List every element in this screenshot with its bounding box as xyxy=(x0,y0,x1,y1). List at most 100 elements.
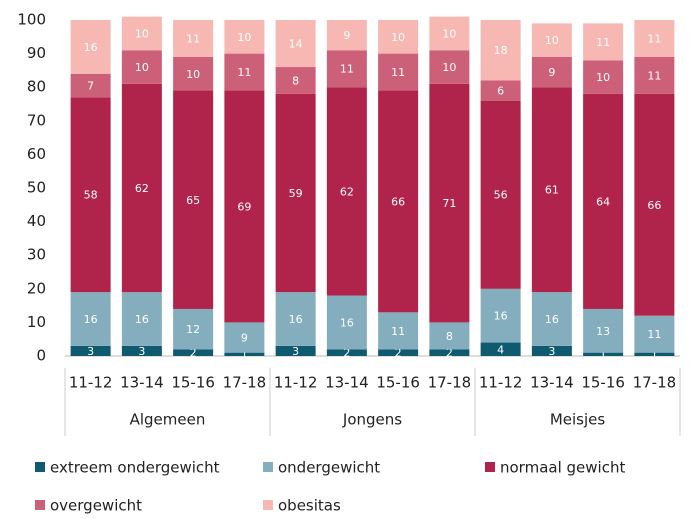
y-tick-label: 20 xyxy=(27,279,46,297)
bar-segment xyxy=(429,322,470,350)
value-label: 11 xyxy=(186,32,200,45)
bar-segment xyxy=(480,20,521,81)
y-tick-label: 90 xyxy=(27,44,46,62)
value-label: 2 xyxy=(343,347,350,360)
bar-segment xyxy=(429,83,470,323)
bar-segment xyxy=(634,315,675,353)
bar-segment xyxy=(480,342,521,356)
group-label: Algemeen xyxy=(130,411,206,429)
value-label: 11 xyxy=(596,36,610,49)
value-label: 11 xyxy=(391,325,405,338)
y-tick-label: 80 xyxy=(27,78,46,96)
legend-swatch xyxy=(263,462,273,472)
bar-segment xyxy=(173,349,214,356)
bar-segment xyxy=(326,295,367,350)
bar-segment xyxy=(173,20,214,57)
bar-segment xyxy=(70,345,111,356)
value-label: 66 xyxy=(647,199,661,212)
bar-segment xyxy=(480,288,521,343)
bar-segment xyxy=(378,312,419,350)
value-label: 11 xyxy=(647,328,661,341)
bar-segment xyxy=(634,20,675,57)
value-label: 16 xyxy=(135,313,149,326)
value-label: 12 xyxy=(186,323,200,336)
value-label: 9 xyxy=(343,29,350,42)
value-label: 71 xyxy=(442,197,456,210)
value-label: 8 xyxy=(446,330,453,343)
value-label: 16 xyxy=(289,313,303,326)
x-tick-label: 15-16 xyxy=(581,374,625,392)
legend-label: overgewicht xyxy=(50,497,142,515)
y-tick-label: 70 xyxy=(27,111,46,129)
y-tick-label: 50 xyxy=(27,179,46,197)
bar-segment xyxy=(583,308,624,353)
value-label: 10 xyxy=(391,31,405,44)
bar-segment xyxy=(275,93,316,293)
bar-segment xyxy=(70,20,111,74)
y-tick-label: 10 xyxy=(27,313,46,331)
bar-segment xyxy=(224,53,265,91)
y-tick-label: 100 xyxy=(17,11,46,29)
value-label: 8 xyxy=(292,74,299,87)
bar-segment xyxy=(378,90,419,313)
value-label: 3 xyxy=(87,345,94,358)
value-label: 11 xyxy=(647,32,661,45)
value-label: 66 xyxy=(391,195,405,208)
bar-segment xyxy=(583,23,624,61)
bar-segment xyxy=(275,292,316,346)
value-label: 13 xyxy=(596,325,610,338)
x-tick-label: 11-12 xyxy=(479,374,523,392)
bar-segment xyxy=(121,83,162,293)
value-label: 10 xyxy=(237,31,251,44)
bar-segment xyxy=(531,56,572,88)
bar-segment xyxy=(429,16,470,51)
group-label: Meisjes xyxy=(550,411,606,429)
x-tick-label: 15-16 xyxy=(376,374,420,392)
bar-segment xyxy=(583,60,624,94)
legend-swatch xyxy=(485,462,495,472)
bar-segment xyxy=(583,352,624,356)
bar-segment xyxy=(480,100,521,289)
bar-segment xyxy=(583,93,624,309)
bar-segment xyxy=(634,93,675,316)
bar-segment xyxy=(275,345,316,356)
x-tick-label: 11-12 xyxy=(69,374,113,392)
legend-swatch xyxy=(35,462,45,472)
bar-segment xyxy=(121,345,162,356)
value-label: 2 xyxy=(190,347,197,360)
x-tick-label: 13-14 xyxy=(120,374,164,392)
y-tick-label: 0 xyxy=(36,347,46,365)
bar-segment xyxy=(275,20,316,68)
legend-label: obesitas xyxy=(278,497,341,515)
value-label: 3 xyxy=(292,345,299,358)
bar-segment xyxy=(70,73,111,98)
bar-segment xyxy=(275,67,316,94)
value-label: 16 xyxy=(494,310,508,323)
bar-segment xyxy=(224,20,265,54)
legend-swatch xyxy=(263,500,273,510)
value-label: 6 xyxy=(497,85,504,98)
value-label: 16 xyxy=(84,41,98,54)
bar-segment xyxy=(429,50,470,84)
bar-segment xyxy=(121,292,162,346)
bar-segment xyxy=(224,352,265,356)
value-label: 9 xyxy=(548,66,555,79)
value-label: 11 xyxy=(391,66,405,79)
bar-segment xyxy=(634,56,675,94)
value-label: 7 xyxy=(87,80,94,93)
value-label: 10 xyxy=(596,71,610,84)
value-label: 1 xyxy=(651,348,658,361)
bar-segment xyxy=(429,349,470,356)
value-label: 62 xyxy=(340,185,354,198)
bar-segment xyxy=(70,292,111,346)
value-label: 10 xyxy=(442,27,456,40)
bar-segment xyxy=(121,16,162,51)
value-label: 3 xyxy=(138,345,145,358)
y-tick-label: 60 xyxy=(27,145,46,163)
bar-segment xyxy=(378,349,419,356)
value-label: 3 xyxy=(548,345,555,358)
bar-segment xyxy=(531,87,572,293)
bar-segment xyxy=(326,50,367,88)
value-label: 16 xyxy=(340,316,354,329)
